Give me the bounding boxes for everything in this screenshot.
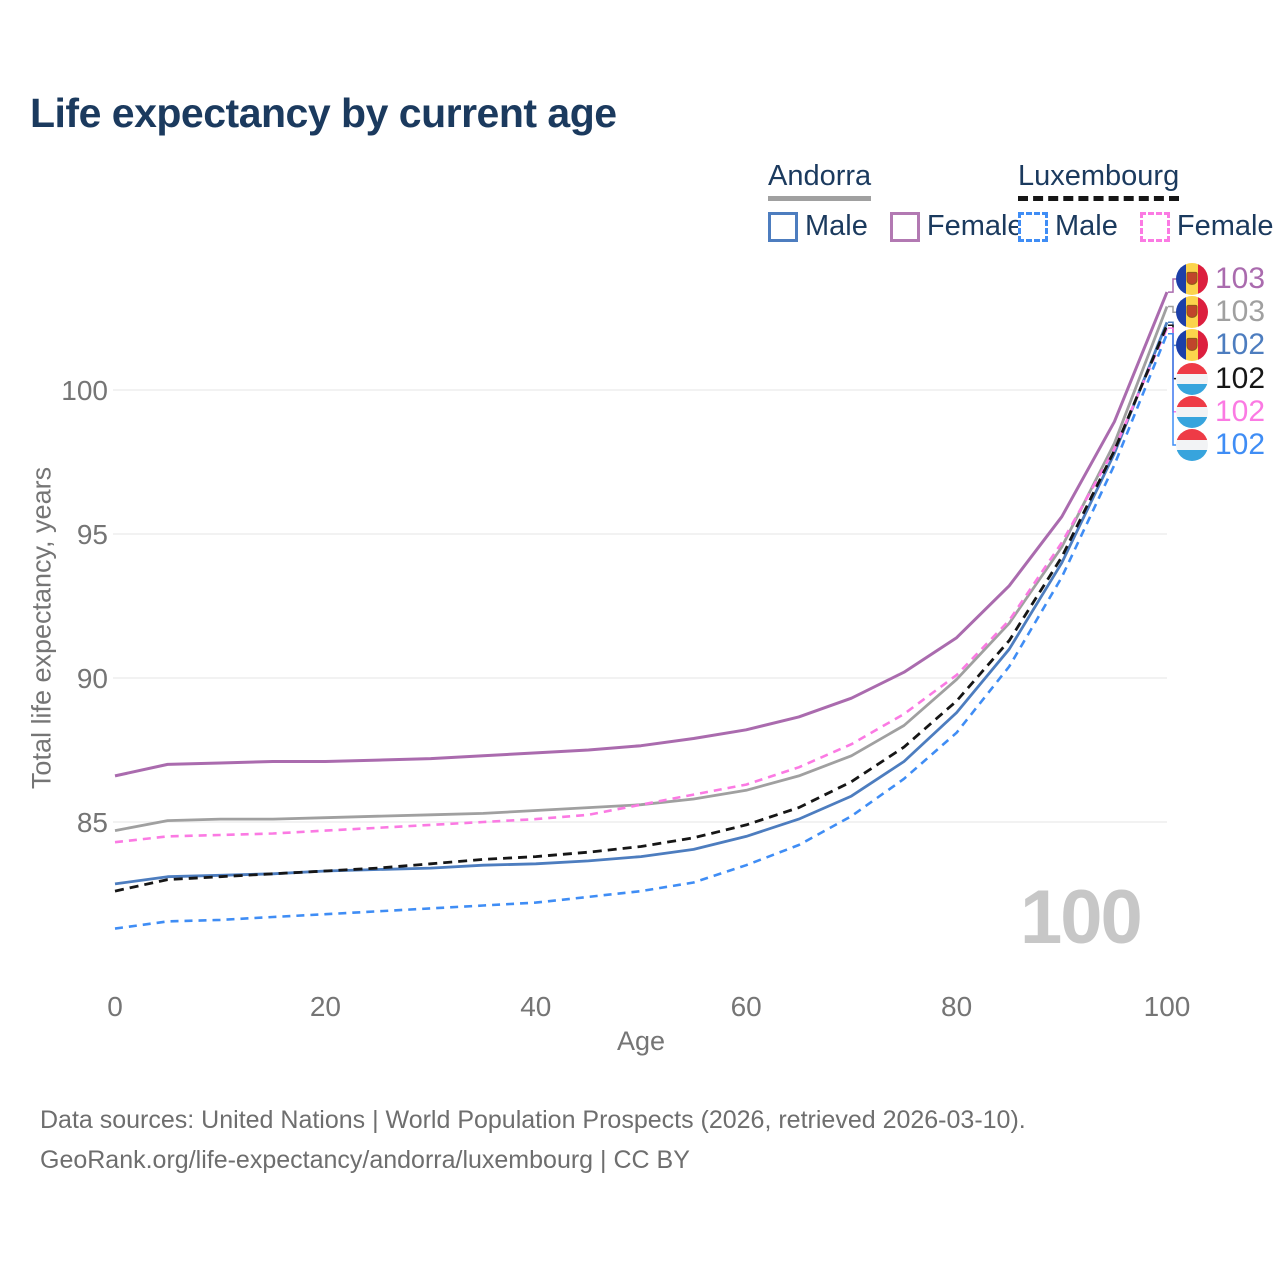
legend-item-label: Female — [926, 210, 1024, 242]
legend-item-andorra-male[interactable]: Male — [768, 210, 868, 243]
end-value: 102 — [1215, 361, 1266, 395]
x-axis-tick-label: 20 — [310, 991, 341, 1022]
series-end-label-andorra-female[interactable]: 103 — [1176, 262, 1266, 295]
andorra-female-swatch-icon — [889, 211, 920, 242]
legend-group-luxembourg-label[interactable]: Luxembourg — [1018, 160, 1180, 201]
legend: Andorra Male Female Luxembourg Male — [768, 160, 1274, 243]
end-value: 103 — [1215, 262, 1266, 295]
legend-item-label: Male — [805, 210, 868, 242]
watermark-100: 100 — [1020, 875, 1143, 960]
x-axis-tick-label: 0 — [107, 991, 123, 1022]
x-axis-label: Age — [616, 1026, 666, 1056]
legend-item-label: Female — [1176, 210, 1274, 242]
luxembourg-flag-icon — [1176, 429, 1208, 461]
series-line-andorra-female[interactable] — [114, 291, 1169, 778]
series-line-andorra-all[interactable] — [114, 305, 1169, 832]
andorra-flag-icon — [1176, 263, 1208, 295]
andorra-male-swatch-icon — [768, 211, 798, 242]
attribution-link-text[interactable]: GeoRank.org/life-expectancy/andorra/luxe… — [40, 1146, 690, 1174]
x-axis-tick-label: 40 — [520, 991, 551, 1022]
legend-item-luxembourg-female[interactable]: Female — [1139, 210, 1274, 243]
x-axis-tick-label: 60 — [731, 991, 762, 1022]
page-title: Life expectancy by current age — [30, 90, 617, 136]
y-axis-tick-label: 100 — [61, 375, 108, 406]
y-axis-tick-label: 85 — [77, 807, 108, 838]
luxembourg-female-swatch-icon — [1139, 211, 1170, 242]
series-end-label-luxembourg-female[interactable]: 102 — [1176, 394, 1266, 428]
data-sources-text: Data sources: United Nations | World Pop… — [40, 1106, 1026, 1134]
legend-item-andorra-female[interactable]: Female — [889, 210, 1024, 243]
luxembourg-male-swatch-icon — [1018, 211, 1048, 242]
legend-group-andorra-label[interactable]: Andorra — [768, 160, 872, 201]
y-axis-label: Total life expectancy, years — [26, 466, 57, 790]
luxembourg-flag-icon — [1176, 395, 1208, 428]
legend-item-label: Male — [1055, 210, 1118, 242]
series-end-label-luxembourg-male[interactable]: 102 — [1176, 428, 1266, 461]
leader-line-luxembourg-male — [1168, 333, 1178, 446]
legend-item-luxembourg-male[interactable]: Male — [1018, 210, 1118, 243]
andorra-flag-icon — [1176, 329, 1208, 362]
series-end-label-luxembourg-all[interactable]: 102 — [1176, 361, 1266, 395]
end-value: 103 — [1215, 295, 1266, 329]
end-value: 102 — [1215, 394, 1266, 428]
y-axis-tick-label: 95 — [77, 519, 108, 550]
legend-group-luxembourg: Luxembourg Male Female — [1018, 160, 1274, 243]
series-line-luxembourg-all[interactable] — [114, 324, 1169, 893]
luxembourg-flag-icon — [1176, 362, 1208, 395]
x-axis-tick-label: 80 — [941, 991, 972, 1022]
legend-group-andorra: Andorra Male Female — [768, 160, 1024, 243]
series-end-label-andorra-all[interactable]: 103 — [1176, 295, 1266, 329]
series-line-luxembourg-female[interactable] — [114, 327, 1169, 844]
series-line-luxembourg-male[interactable] — [114, 333, 1169, 930]
end-value: 102 — [1215, 328, 1266, 362]
series-end-label-andorra-male[interactable]: 102 — [1176, 328, 1266, 362]
end-value: 102 — [1215, 428, 1266, 461]
x-axis-tick-label: 100 — [1144, 991, 1191, 1022]
series-line-andorra-male[interactable] — [114, 321, 1169, 886]
y-axis-tick-label: 90 — [77, 663, 108, 694]
andorra-flag-icon — [1176, 296, 1208, 329]
